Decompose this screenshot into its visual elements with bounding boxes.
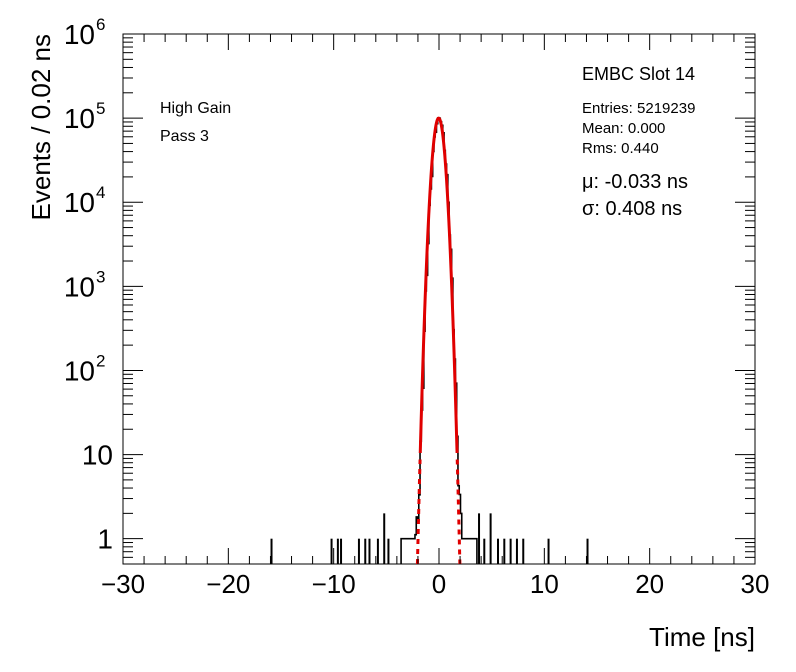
fit-mu: μ: -0.033 ns xyxy=(582,171,688,193)
fit-curve xyxy=(418,116,459,454)
y-tick-exponent: 6 xyxy=(96,15,105,34)
label-pass: Pass 3 xyxy=(160,128,209,145)
fit-curve-tail-right xyxy=(455,459,462,565)
y-tick-exponent: 5 xyxy=(96,99,105,118)
x-tick-label: −10 xyxy=(312,569,356,599)
chart-title: EMBC Slot 14 xyxy=(582,64,695,84)
y-tick-label: 10 xyxy=(64,355,95,386)
y-tick-label: 1 xyxy=(97,524,113,555)
y-tick-label: 10 xyxy=(64,187,95,218)
y-tick-exponent: 4 xyxy=(96,183,105,202)
y-tick-label: 10 xyxy=(82,440,113,471)
fit-layer xyxy=(415,116,462,565)
fit-curve-tail-left xyxy=(415,459,422,565)
fit-sigma: σ: 0.408 ns xyxy=(582,198,682,220)
x-tick-label: 30 xyxy=(741,569,770,599)
stat-mean: Mean: 0.000 xyxy=(582,120,665,137)
stat-entries: Entries: 5219239 xyxy=(582,100,695,117)
y-tick-label: 10 xyxy=(64,103,95,134)
histogram-core xyxy=(400,117,478,564)
x-tick-label: 0 xyxy=(432,569,446,599)
x-tick-label: 20 xyxy=(635,569,664,599)
y-tick-exponent: 2 xyxy=(96,351,105,370)
y-tick-exponent: 3 xyxy=(96,267,105,286)
label-gain: High Gain xyxy=(160,100,231,117)
x-tick-label: −30 xyxy=(101,569,145,599)
x-tick-label: 10 xyxy=(530,569,559,599)
y-tick-label: 10 xyxy=(64,271,95,302)
y-axis-label: Events / 0.02 ns xyxy=(26,34,56,220)
x-tick-label: −20 xyxy=(206,569,250,599)
y-tick-label: 10 xyxy=(64,19,95,50)
stat-rms: Rms: 0.440 xyxy=(582,140,659,157)
x-axis-label: Time [ns] xyxy=(649,622,755,652)
